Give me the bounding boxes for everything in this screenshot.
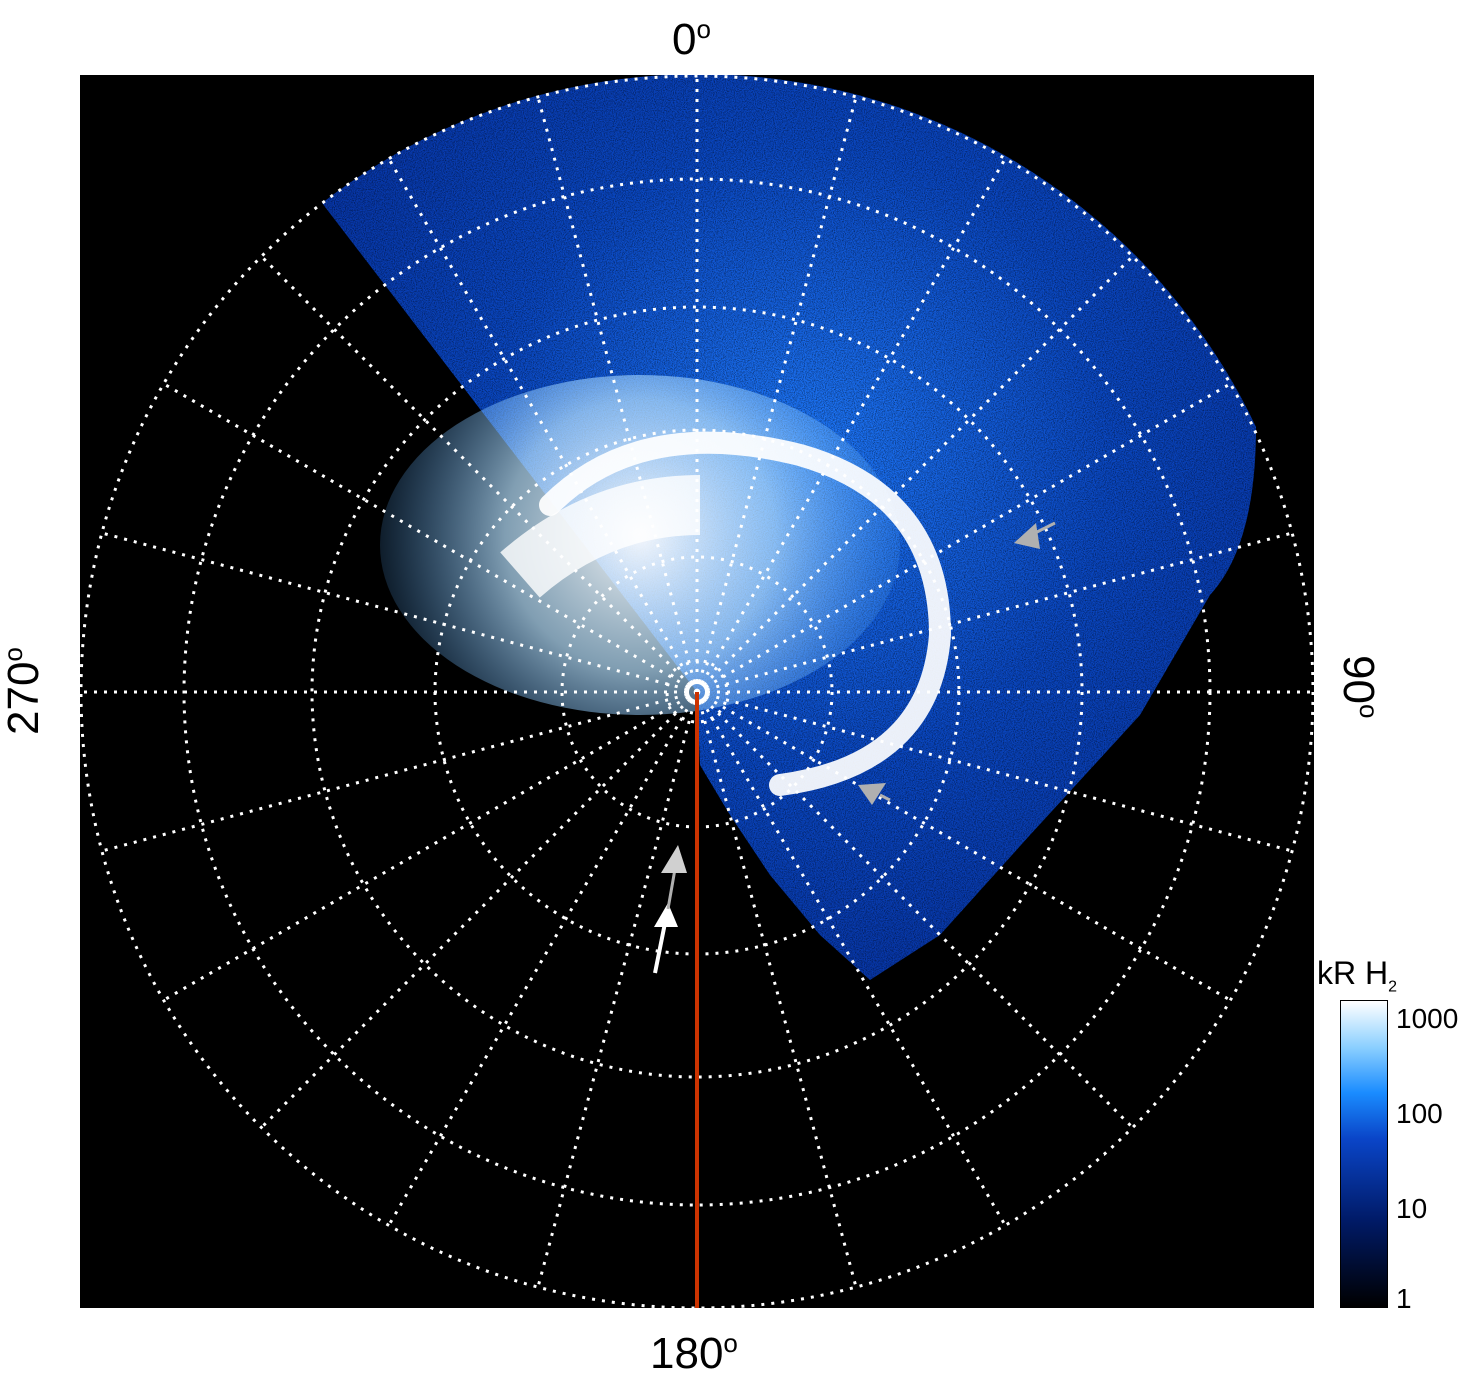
- gray-arrow-lower: [661, 845, 687, 910]
- colorbar-tick-1000: 1000: [1396, 1003, 1459, 1034]
- colorbar: [1340, 1000, 1388, 1308]
- axis-label-bottom: 180o: [650, 1328, 738, 1378]
- gray-arrow-right: [1014, 521, 1056, 549]
- axis-label-left: 270o: [0, 647, 48, 735]
- polar-plot-svg: [79, 74, 1315, 1310]
- polar-projection-plot: [79, 74, 1315, 1310]
- colorbar-tick-1: 1: [1396, 1283, 1412, 1314]
- aurora-emission-sector: [322, 74, 1256, 980]
- gray-arrow-dusk: [858, 783, 891, 805]
- colorbar-tick-100: 100: [1396, 1098, 1443, 1129]
- longitude-grid: [81, 76, 1313, 1288]
- colorbar-title: kR H2: [1317, 955, 1398, 996]
- axis-label-right: 90o: [1334, 655, 1384, 719]
- axis-label-top: 0o: [672, 14, 711, 64]
- colorbar-tick-10: 10: [1396, 1193, 1428, 1224]
- white-arrow-lower: [653, 903, 678, 974]
